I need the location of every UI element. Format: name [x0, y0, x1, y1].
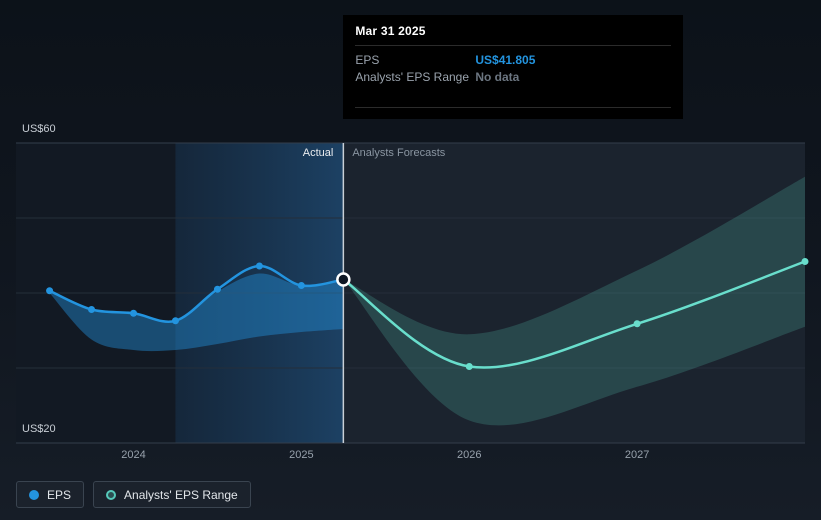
selected-point-marker[interactable]	[336, 272, 351, 287]
eps-series-icon	[29, 489, 39, 500]
y-axis-label-bottom: US$20	[22, 423, 56, 435]
x-tick-label: 2027	[624, 449, 650, 461]
tooltip-bottom-divider	[355, 107, 672, 108]
data-point[interactable]	[633, 320, 641, 328]
chart-legend: EPS Analysts' EPS Range	[16, 481, 251, 508]
legend-eps-range-label: Analysts' EPS Range	[124, 487, 238, 502]
tooltip-eps-label: EPS	[355, 53, 380, 67]
legend-eps-label: EPS	[47, 487, 72, 502]
legend-toggle-eps[interactable]: EPS	[16, 481, 85, 508]
x-tick-label: 2026	[457, 449, 482, 461]
data-point[interactable]	[171, 317, 179, 325]
forecast-region-label: Analysts Forecasts	[352, 147, 446, 159]
data-point[interactable]	[801, 258, 809, 265]
data-point[interactable]	[465, 363, 473, 370]
y-axis-label-top: US$60	[22, 123, 56, 135]
actual-region-label: Actual	[302, 147, 334, 159]
data-point[interactable]	[46, 287, 54, 295]
tooltip-date: Mar 31 2025	[355, 24, 426, 38]
tooltip-range-value: No data	[475, 70, 520, 84]
data-point[interactable]	[130, 309, 138, 317]
tooltip-eps-value: US$41.805	[475, 53, 536, 67]
eps-actual-line	[48, 264, 345, 323]
eps-range-series-icon	[106, 489, 117, 500]
data-point[interactable]	[88, 306, 96, 313]
tooltip-row-range: Analysts' EPS Range No data	[355, 69, 671, 86]
tooltip-row-eps: EPS US$41.805	[355, 52, 671, 69]
data-point[interactable]	[297, 282, 305, 289]
x-tick-label: 2025	[289, 449, 314, 461]
data-point[interactable]	[213, 285, 221, 293]
chart-tooltip: Mar 31 2025 EPS US$41.805 Analysts' EPS …	[343, 15, 684, 119]
eps-forecast-line	[342, 260, 807, 369]
eps-range-band-actual	[49, 273, 344, 352]
data-point[interactable]	[255, 262, 263, 270]
x-tick-label: 2024	[121, 449, 146, 461]
tooltip-range-label: Analysts' EPS Range	[355, 70, 470, 84]
tooltip-divider	[355, 45, 672, 46]
legend-toggle-eps-range[interactable]: Analysts' EPS Range	[93, 481, 251, 508]
